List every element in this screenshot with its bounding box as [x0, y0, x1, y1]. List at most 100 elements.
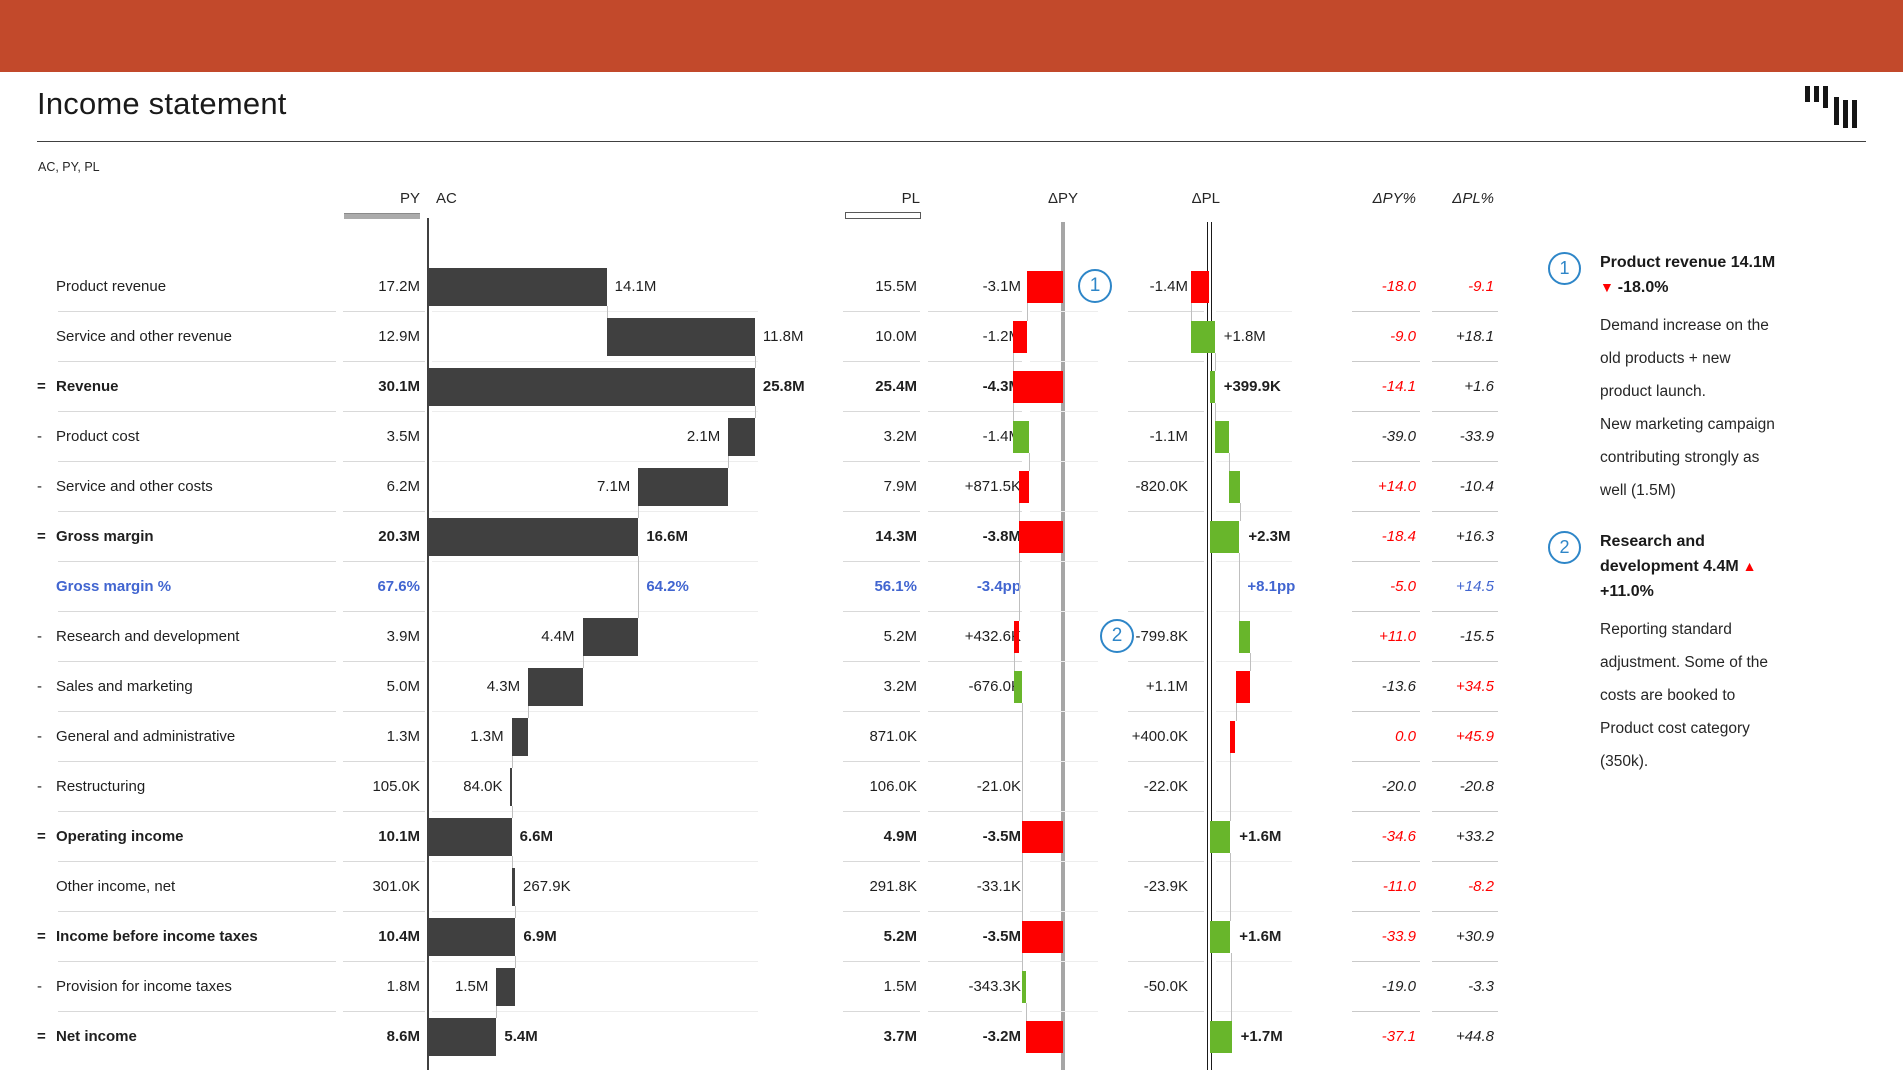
py-value: 5.0M	[386, 678, 420, 695]
pl-value: 7.9M	[883, 478, 917, 495]
row-separator	[343, 711, 425, 712]
row-separator	[58, 961, 336, 962]
waterfall-connector	[754, 406, 756, 418]
waterfall-connector	[1027, 303, 1029, 321]
row-separator	[1432, 961, 1498, 962]
row-separator	[58, 911, 336, 912]
annotation-body-line: (350k).	[1600, 753, 1649, 770]
ac-bar	[511, 868, 516, 906]
py-value: 17.2M	[378, 278, 420, 295]
row-separator	[432, 361, 758, 362]
ac-bar	[728, 418, 755, 456]
annotation-number-2[interactable]: 2	[1548, 531, 1581, 564]
py-value: 67.6%	[377, 578, 420, 595]
row-separator	[1128, 361, 1204, 362]
waterfall-connector	[1249, 653, 1251, 671]
row-separator	[843, 461, 920, 462]
waterfall-connector	[1239, 553, 1241, 621]
waterfall-connector	[1013, 403, 1015, 421]
dpl-bar	[1230, 721, 1236, 753]
pl-value: 1.5M	[883, 978, 917, 995]
row-separator	[58, 761, 336, 762]
annotation-title: Product revenue 14.1M ▼ -18.0%	[1600, 250, 1878, 300]
waterfall-connector	[1239, 503, 1241, 521]
row-prefix: -	[37, 778, 42, 795]
row-separator	[1030, 511, 1098, 512]
annotation-body: Demand increase on the old products + new…	[1600, 309, 1878, 507]
dpy-pct-value: -11.0	[1382, 878, 1416, 895]
waterfall-connector	[1019, 503, 1021, 521]
row-separator	[1432, 411, 1498, 412]
row-separator	[928, 761, 1022, 762]
row-separator	[1128, 411, 1204, 412]
row-separator	[1432, 711, 1498, 712]
row-separator	[1030, 611, 1098, 612]
row-separator	[432, 811, 758, 812]
row-separator	[1216, 611, 1292, 612]
column-header-dpl: ΔPL	[1191, 190, 1220, 207]
row-separator	[1352, 511, 1420, 512]
waterfall-connector	[638, 556, 640, 618]
waterfall-connector	[1230, 753, 1232, 821]
dpy-pct-value: -33.9	[1381, 928, 1416, 945]
dpl-value-label: -799.8K	[1135, 628, 1188, 645]
row-separator	[58, 711, 336, 712]
dpl-value-label: +1.7M	[1240, 1028, 1283, 1045]
dpl-value-label: +399.9K	[1223, 378, 1281, 395]
row-separator	[1432, 611, 1498, 612]
row-separator	[1216, 1011, 1292, 1012]
row-separator	[432, 761, 758, 762]
row-separator	[1432, 911, 1498, 912]
row-separator	[1432, 861, 1498, 862]
row-separator	[58, 611, 336, 612]
row-separator	[1432, 511, 1498, 512]
dpl-value-label: -23.9K	[1143, 878, 1188, 895]
annotation-block: 2 Research and development 4.4M ▲ +11.0% Rep…	[1548, 529, 1878, 778]
ac-bar	[428, 368, 755, 406]
py-value: 1.8M	[386, 978, 420, 995]
row-separator	[928, 911, 1022, 912]
row-separator	[928, 461, 1022, 462]
annotation-number-1[interactable]: 1	[1548, 252, 1581, 285]
row-separator	[343, 761, 425, 762]
row-separator	[1128, 661, 1204, 662]
row-separator	[1352, 611, 1420, 612]
row-separator	[343, 661, 425, 662]
dpy-bar	[1022, 821, 1063, 853]
dpl-bar	[1209, 521, 1240, 553]
column-header-py: PY	[399, 190, 420, 207]
row-separator	[1216, 761, 1292, 762]
row-prefix: -	[37, 478, 42, 495]
waterfall-connector	[511, 756, 513, 768]
row-prefix: =	[37, 928, 46, 945]
row-separator	[58, 861, 336, 862]
waterfall-connector	[1022, 953, 1024, 971]
dpy-value-label: -3.5M	[982, 828, 1021, 845]
table-row: - Sales and marketing 5.0M 3.2M 4.3M -676.0K +…	[0, 662, 1903, 712]
row-separator	[1352, 311, 1420, 312]
row-separator	[1432, 761, 1498, 762]
row-separator	[432, 911, 758, 912]
dpl-value-label: -1.4M	[1149, 278, 1188, 295]
row-label: Research and development	[56, 628, 240, 645]
dpl-pct-value: -10.4	[1459, 478, 1494, 495]
annotation-marker-2[interactable]: 2	[1100, 619, 1134, 653]
top-accent-band	[0, 0, 1903, 72]
dpl-pct-value: -9.1	[1468, 278, 1494, 295]
row-separator	[843, 1011, 920, 1012]
annotation-marker-1[interactable]: 1	[1078, 269, 1112, 303]
waterfall-connector	[728, 456, 730, 468]
annotation-body-line: well (1.5M)	[1600, 482, 1676, 499]
annotation-body-line: adjustment. Some of the	[1600, 654, 1769, 671]
waterfall-connector	[496, 1006, 498, 1018]
waterfall-connector	[511, 806, 513, 818]
ac-bar	[428, 918, 516, 956]
ac-bar	[638, 468, 729, 506]
ac-value-label: 16.6M	[646, 528, 689, 545]
table-row: = Gross margin 20.3M 14.3M 16.6M -3.8M +2.3M -1…	[0, 512, 1903, 562]
row-separator	[58, 411, 336, 412]
dpy-bar	[1022, 971, 1026, 1003]
table-row: Service and other revenue 12.9M 10.0M 11.8M…	[0, 312, 1903, 362]
row-separator	[1030, 861, 1098, 862]
